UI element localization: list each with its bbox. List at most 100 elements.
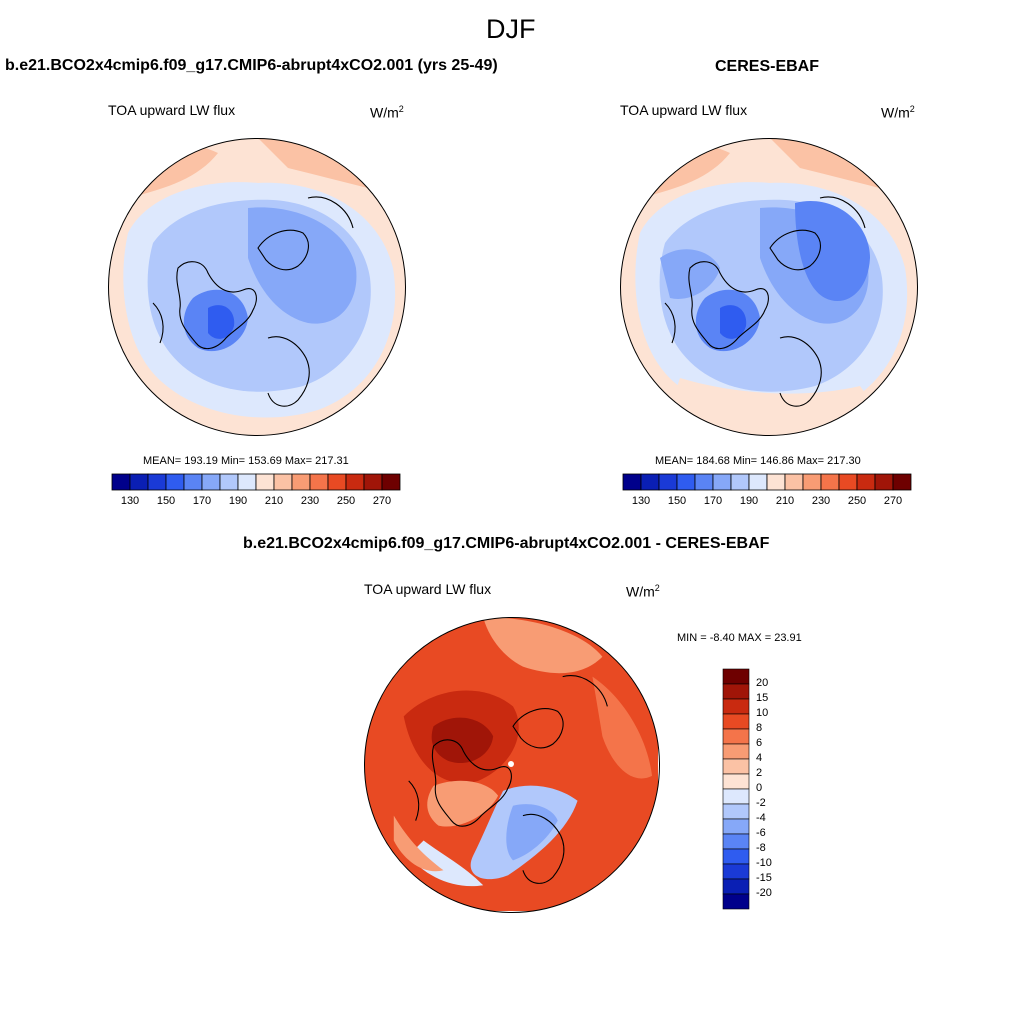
panel-diff-colorbar-box [722, 758, 750, 775]
panel-diff-colorbar-tick-label: 20 [756, 677, 769, 689]
panel-diff-colorbar-tick-label: 6 [756, 737, 763, 749]
panel-obs-colorbar-tick-label: 130 [631, 495, 651, 507]
coastline [779, 336, 822, 407]
panel-model-polar-map [108, 138, 406, 436]
warm-region [483, 617, 603, 674]
panel-obs-colorbar-box [766, 473, 786, 491]
panel-diff-polar-map [364, 617, 660, 913]
coastline [522, 813, 565, 884]
panel-diff-colorbar-ticks: 20 15 10 8 6 4 2 0 -2 -4 -6 -8 -10 -15 -20 [756, 669, 796, 909]
coastline [664, 302, 676, 344]
panel-obs-colorbar-tick-label: 190 [739, 495, 759, 507]
map-boundary [620, 138, 918, 436]
panel-obs-colorbar-tick-label: 170 [703, 495, 723, 507]
map-boundary [108, 138, 406, 436]
cool-region [720, 305, 747, 339]
panel-model-colorbar-tick-label: 230 [300, 495, 320, 507]
panel-obs-units: W/m2 [881, 104, 915, 121]
coastline [152, 302, 164, 344]
panel-obs-colorbar-tick-label: 230 [811, 495, 831, 507]
panel-diff-colorbar-tick-label: 8 [756, 722, 763, 734]
cool-region [208, 305, 235, 339]
panel-diff-colorbar-box [722, 683, 750, 700]
panel-obs-colorbar-box [802, 473, 822, 491]
panel-model-stats: MEAN= 193.19 Min= 153.69 Max= 217.31 [143, 455, 349, 467]
panel-model-colorbar-box [327, 473, 347, 491]
panel-model-colorbar-ticks: 130 150 170 190 210 230 250 270 [112, 495, 400, 509]
panel-diff-colorbar-tick-label: -6 [756, 827, 766, 839]
panel-model-colorbar-box [291, 473, 311, 491]
panel-model-colorbar-box [165, 473, 185, 491]
panel-diff-colorbar-box [722, 848, 750, 865]
panel-obs-colorbar-tick-label: 250 [847, 495, 867, 507]
coastline [307, 196, 354, 229]
panel-diff-colorbar-tick-label: -10 [756, 857, 772, 869]
panel-obs-polar-map [620, 138, 918, 436]
panel-obs-colorbar-box [694, 473, 714, 491]
panel-obs-colorbar-box [712, 473, 732, 491]
panel-obs-colorbar-box [748, 473, 768, 491]
panel-diff-variable-label: TOA upward LW flux [364, 581, 492, 597]
pole-hole [508, 761, 514, 767]
panel-diff-colorbar-box [722, 668, 750, 685]
panel-model-variable-label: TOA upward LW flux [108, 102, 236, 118]
panel-diff-colorbar-box [722, 863, 750, 880]
coastline [267, 336, 310, 407]
panel-obs-colorbar-box [730, 473, 750, 491]
panel-diff-colorbar-tick-label: 10 [756, 707, 769, 719]
panel-diff-colorbar-box [722, 878, 750, 895]
panel-obs-colorbar-ticks: 130 150 170 190 210 230 250 270 [623, 495, 911, 509]
panel-model-colorbar-box [129, 473, 149, 491]
coastline [769, 229, 821, 271]
warm-region [427, 780, 499, 827]
warm-region [431, 717, 494, 764]
cool-region [795, 201, 870, 302]
panel-model-colorbar-box [183, 473, 203, 491]
panel-model-colorbar-box [147, 473, 167, 491]
panel-model-colorbar-tick-label: 190 [228, 495, 248, 507]
panel-diff-colorbar-tick-label: 0 [756, 782, 763, 794]
panel-model-colorbar-tick-label: 250 [336, 495, 356, 507]
cool-region [408, 840, 484, 887]
panel-diff-colorbar-box [722, 728, 750, 745]
panel-diff-colorbar-tick-label: -15 [756, 872, 772, 884]
coastline [688, 261, 769, 350]
coastline [819, 196, 866, 229]
panel-model-colorbar-tick-label: 170 [192, 495, 212, 507]
panel-model-colorbar-box [309, 473, 329, 491]
panel-obs-colorbar-box [784, 473, 804, 491]
panel-obs-colorbar-box [856, 473, 876, 491]
coastline [257, 229, 309, 271]
panel-diff-colorbar-box [722, 803, 750, 820]
panel-diff-stats: MIN = -8.40 MAX = 23.91 [677, 632, 802, 644]
panel-diff-colorbar-box [722, 788, 750, 805]
coastline [176, 261, 257, 350]
panel-model-colorbar-tick-label: 150 [156, 495, 176, 507]
panel-diff-colorbar-box [722, 698, 750, 715]
panel-diff-colorbar-box [722, 833, 750, 850]
panel-obs-colorbar-box [892, 473, 912, 491]
panel-obs-colorbar-tick-label: 270 [883, 495, 903, 507]
panel-diff-colorbar-tick-label: 15 [756, 692, 769, 704]
panel-diff-colorbar-tick-label: 2 [756, 767, 763, 779]
panel-model-colorbar-box [111, 473, 131, 491]
figure-title: DJF [486, 14, 536, 44]
panel-diff-colorbar-tick-label: -2 [756, 797, 766, 809]
panel-model-title: b.e21.BCO2x4cmip6.f09_g17.CMIP6-abrupt4x… [5, 57, 498, 74]
panel-obs-title: CERES-EBAF [715, 58, 820, 75]
panel-diff-colorbar-box [722, 743, 750, 760]
panel-obs-colorbar-box [658, 473, 678, 491]
panel-diff-colorbar-box [722, 773, 750, 790]
panel-model-colorbar-box [273, 473, 293, 491]
panel-obs-colorbar-tick-label: 210 [775, 495, 795, 507]
panel-model-colorbar-box [201, 473, 221, 491]
panel-diff-colorbar-tick-label: -8 [756, 842, 766, 854]
panel-model-colorbar-box [237, 473, 257, 491]
panel-model-colorbar-box [381, 473, 401, 491]
map-boundary [364, 617, 660, 913]
cool-region [248, 207, 357, 324]
panel-obs-variable-label: TOA upward LW flux [620, 102, 748, 118]
panel-diff-colorbar-tick-label: -4 [756, 812, 766, 824]
panel-model-colorbar-box [219, 473, 239, 491]
warm-region [393, 815, 444, 872]
